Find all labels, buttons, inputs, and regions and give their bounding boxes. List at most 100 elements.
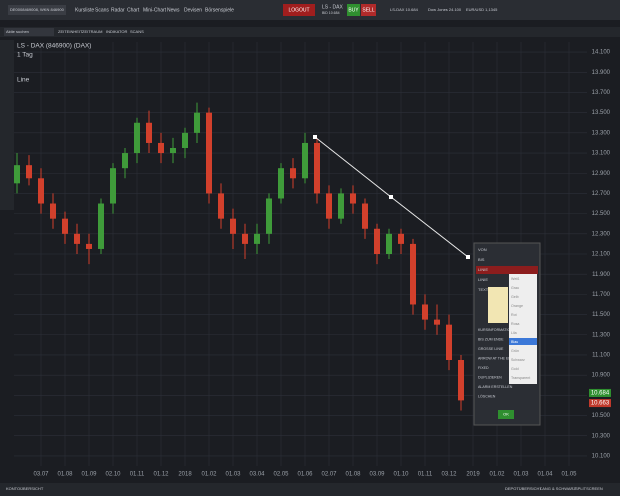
candle-body (194, 112, 200, 133)
logout-label[interactable]: LOGOUT (288, 7, 309, 13)
y-tick-label: 12.300 (592, 231, 611, 237)
color-option[interactable]: Blau (511, 340, 518, 344)
dialog-option[interactable]: GROSSE LINIE (478, 347, 504, 351)
footer-link[interactable]: DEPOTÜBERSICHT (505, 486, 542, 491)
nav-link[interactable]: News (167, 7, 180, 13)
candle-body (446, 324, 452, 360)
candle-body (50, 203, 56, 219)
candle-body (434, 319, 440, 325)
color-option[interactable]: Gold (511, 367, 519, 371)
candle-body (62, 218, 68, 234)
x-tick-label: 01.08 (345, 472, 361, 478)
toolbar-menu[interactable]: INDIKATOR (106, 29, 128, 34)
color-option[interactable]: Schwarz (511, 358, 525, 362)
trend-handle[interactable] (466, 255, 470, 259)
nav-link[interactable]: Kursliste (75, 7, 94, 13)
color-selected (509, 338, 537, 345)
candle-body (266, 198, 272, 234)
nav-link[interactable]: Chart (127, 7, 140, 13)
dialog-option[interactable]: ARROW AT THE END (478, 356, 514, 360)
x-tick-label: 01.02 (201, 472, 217, 478)
y-tick-label: 11.700 (592, 292, 611, 298)
color-option[interactable]: Grau (511, 286, 519, 290)
dialog-option[interactable]: LÖSCHEN (478, 394, 496, 398)
color-option[interactable]: Orange (511, 304, 523, 308)
ui: DE0008469008, WKN 846900 Kursliste Scans Ra… (4, 4, 603, 491)
toolbar-menu[interactable]: ZEITEINHEIT (58, 29, 83, 34)
toolbar-menu[interactable]: ZEITRAUM (82, 29, 102, 34)
price-tag (589, 388, 611, 397)
text-input[interactable] (488, 287, 508, 323)
dialog-option[interactable]: DUPLIZIEREN (478, 375, 502, 379)
footer-link[interactable]: LANG & SCHWARZ (540, 486, 576, 491)
ticker: EUR/USD 1,1345 (466, 7, 498, 12)
footer-bar (0, 483, 620, 496)
buy-button[interactable] (347, 4, 360, 16)
color-option[interactable]: Transparent (511, 376, 530, 380)
x-tick-label: 02.07 (321, 472, 337, 478)
x-tick-label: 01.08 (57, 472, 73, 478)
candle-body (182, 132, 188, 148)
color-option[interactable]: Gelb (511, 295, 519, 299)
x-tick-label: 01.04 (537, 472, 553, 478)
x-tick-label: 02.05 (273, 472, 289, 478)
price-tag-label: 10.684 (591, 391, 610, 397)
y-tick-label: 12.500 (592, 211, 611, 217)
toolbar (0, 27, 620, 37)
candle-body (218, 193, 224, 219)
candle-body (254, 233, 260, 244)
candle-body (74, 233, 80, 244)
dialog-field: TEXT (478, 287, 489, 292)
sell-label[interactable]: SELL (362, 7, 374, 13)
color-option[interactable]: Weiß (511, 277, 520, 281)
footer-link[interactable]: KONTOÜBERSICHT (6, 486, 44, 491)
x-tick-label: 03.04 (249, 472, 265, 478)
color-option[interactable]: Rosa (511, 322, 519, 326)
trend-handle[interactable] (389, 195, 393, 199)
x-tick-label: 03.09 (369, 472, 385, 478)
nav-link[interactable]: Radar (111, 7, 125, 13)
candle-body (326, 193, 332, 219)
y-tick-label: 13.900 (592, 70, 611, 76)
nav-link[interactable]: Börsenspiele (205, 7, 234, 13)
search-box[interactable] (8, 5, 66, 15)
candle-body (14, 165, 20, 184)
nav-link[interactable]: Devisen (184, 7, 202, 13)
search-text[interactable]: DE0008469008, WKN 846900 (10, 7, 65, 12)
color-option[interactable]: Grün (511, 349, 519, 353)
trend-handle[interactable] (313, 135, 317, 139)
candle-body (278, 168, 284, 199)
logout-button[interactable] (283, 4, 315, 16)
dialog-option[interactable]: KURSINFORMATION (478, 328, 513, 332)
candle-body (122, 153, 128, 169)
sell-button[interactable] (361, 4, 376, 16)
dialog-option[interactable]: ALARM ERSTELLEN (478, 385, 513, 389)
toolbar-menu[interactable]: SCANS (130, 29, 144, 34)
footer-link[interactable]: SPLITSCREEN (575, 486, 603, 491)
x-tick-label: 2019 (466, 472, 480, 478)
color-option[interactable]: Rot (511, 313, 517, 317)
annotation: Line (17, 77, 30, 84)
y-tick-label: 13.300 (592, 130, 611, 136)
ok-label[interactable]: OK (503, 412, 509, 417)
buy-label[interactable]: BUY (348, 7, 359, 13)
candle-body (398, 233, 404, 244)
color-option[interactable]: Lila (511, 331, 517, 335)
x-tick-label: 01.02 (489, 472, 505, 478)
stock-search[interactable] (4, 28, 54, 36)
nav-link[interactable]: Scans (95, 7, 109, 13)
y-tick-label: 11.300 (592, 332, 611, 338)
instrument: LS - DAX (322, 4, 344, 10)
y-tick-label: 13.100 (592, 151, 611, 157)
candle-body (422, 304, 428, 320)
candle-body (134, 122, 140, 154)
dialog-option[interactable]: BIS ZUM ENDE (478, 337, 504, 341)
candle-body (146, 122, 152, 143)
color-list[interactable] (509, 274, 537, 384)
stock-search-text[interactable]: Aktie suchen (6, 29, 29, 34)
nav-link[interactable]: Mini-Chart (143, 7, 167, 13)
y-tick-label: 12.100 (592, 252, 611, 258)
dialog-option[interactable]: FIXED (478, 366, 489, 370)
ok-button[interactable] (498, 410, 514, 419)
y-tick-label: 11.900 (592, 272, 611, 278)
